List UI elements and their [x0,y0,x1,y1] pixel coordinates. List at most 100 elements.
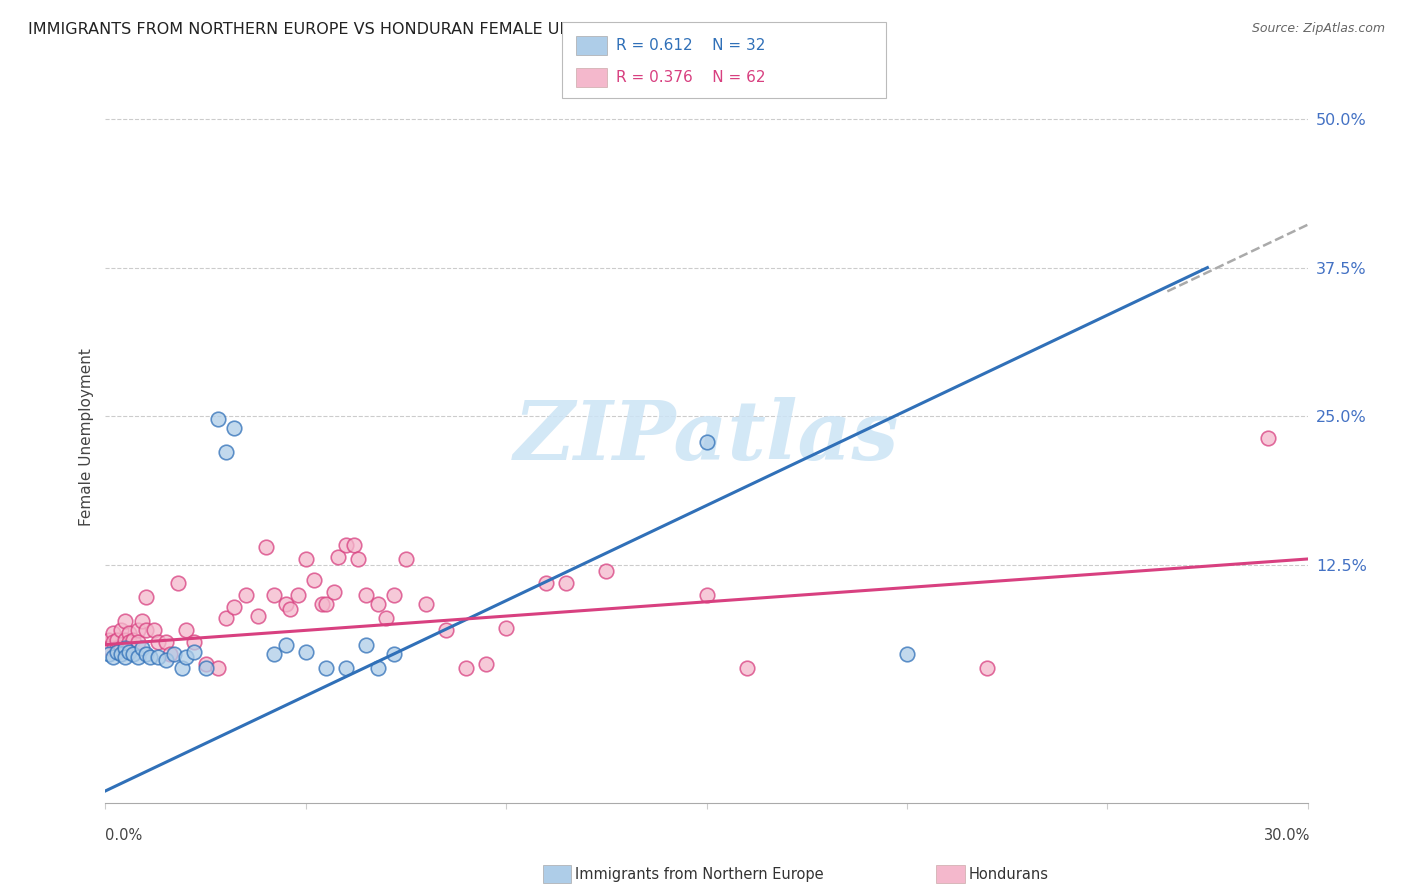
Point [155,653,177,667]
Point [696,588,718,602]
Point [382,588,405,602]
Point [335,661,357,675]
Point [347,552,370,566]
Point [110,641,132,656]
Point [696,435,718,450]
Point [295,552,318,566]
Point [214,611,236,625]
Point [131,641,153,656]
Point [146,649,169,664]
Point [475,657,498,671]
Point [246,609,269,624]
Point [354,588,377,602]
Point [114,614,136,628]
Point [135,590,157,604]
Point [1257,431,1279,445]
Point [170,661,193,675]
Y-axis label: Female Unemployment: Female Unemployment [79,348,94,526]
Point [174,624,197,638]
Point [118,645,141,659]
Text: 0.0%: 0.0% [105,828,142,843]
Point [278,602,301,616]
Point [415,597,437,611]
Point [127,635,149,649]
Point [315,661,337,675]
Point [207,661,229,675]
Point [114,641,136,656]
Point [183,635,205,649]
Point [107,641,129,656]
Point [315,597,337,611]
Point [263,647,285,661]
Point [131,614,153,628]
Point [98,641,121,656]
Point [235,588,257,602]
Point [146,635,169,649]
Point [98,632,121,647]
Point [735,661,758,675]
Point [98,647,121,661]
Point [135,624,157,638]
Point [335,538,357,552]
Point [114,632,136,647]
Point [434,624,457,638]
Text: R = 0.376    N = 62: R = 0.376 N = 62 [616,70,765,85]
Point [135,647,157,661]
Point [343,538,366,552]
Point [183,645,205,659]
Point [107,632,129,647]
Point [122,647,145,661]
Point [214,445,236,459]
Point [595,564,617,578]
Point [322,585,344,599]
Point [194,661,217,675]
Text: Immigrants from Northern Europe: Immigrants from Northern Europe [575,867,824,881]
Point [367,661,389,675]
Point [896,647,918,661]
Point [395,552,418,566]
Point [103,649,125,664]
Point [159,647,181,661]
Point [114,649,136,664]
Point [110,647,132,661]
Point [103,635,125,649]
Text: Hondurans: Hondurans [969,867,1049,881]
Point [263,588,285,602]
Point [367,597,389,611]
Text: Source: ZipAtlas.com: Source: ZipAtlas.com [1251,22,1385,36]
Point [138,649,160,664]
Point [118,625,141,640]
Point [103,625,125,640]
Point [555,575,578,590]
Point [127,624,149,638]
Point [118,635,141,649]
Point [142,624,165,638]
Text: IMMIGRANTS FROM NORTHERN EUROPE VS HONDURAN FEMALE UNEMPLOYMENT CORRELATION CHAR: IMMIGRANTS FROM NORTHERN EUROPE VS HONDU… [28,22,859,37]
Point [326,549,349,564]
Point [495,621,517,635]
Point [287,588,309,602]
Point [155,635,177,649]
Point [295,645,318,659]
Point [311,597,333,611]
Text: R = 0.612    N = 32: R = 0.612 N = 32 [616,38,765,53]
Point [207,411,229,425]
Point [302,574,325,588]
Point [194,657,217,671]
Point [374,611,398,625]
Point [174,649,197,664]
Text: ZIPatlas: ZIPatlas [513,397,900,477]
Point [254,540,277,554]
Point [222,599,245,614]
Point [107,645,129,659]
Point [166,575,188,590]
Point [534,575,557,590]
Text: 30.0%: 30.0% [1264,828,1310,843]
Point [162,647,184,661]
Point [222,421,245,435]
Point [354,638,377,652]
Point [976,661,998,675]
Point [382,647,405,661]
Point [274,597,297,611]
Point [127,649,149,664]
